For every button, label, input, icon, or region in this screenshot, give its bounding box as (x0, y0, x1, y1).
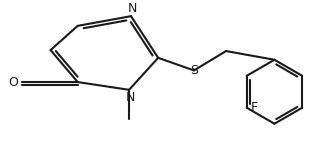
Text: O: O (9, 76, 19, 88)
Text: S: S (190, 64, 198, 77)
Text: N: N (127, 2, 137, 15)
Text: F: F (251, 101, 258, 114)
Text: N: N (126, 91, 135, 104)
